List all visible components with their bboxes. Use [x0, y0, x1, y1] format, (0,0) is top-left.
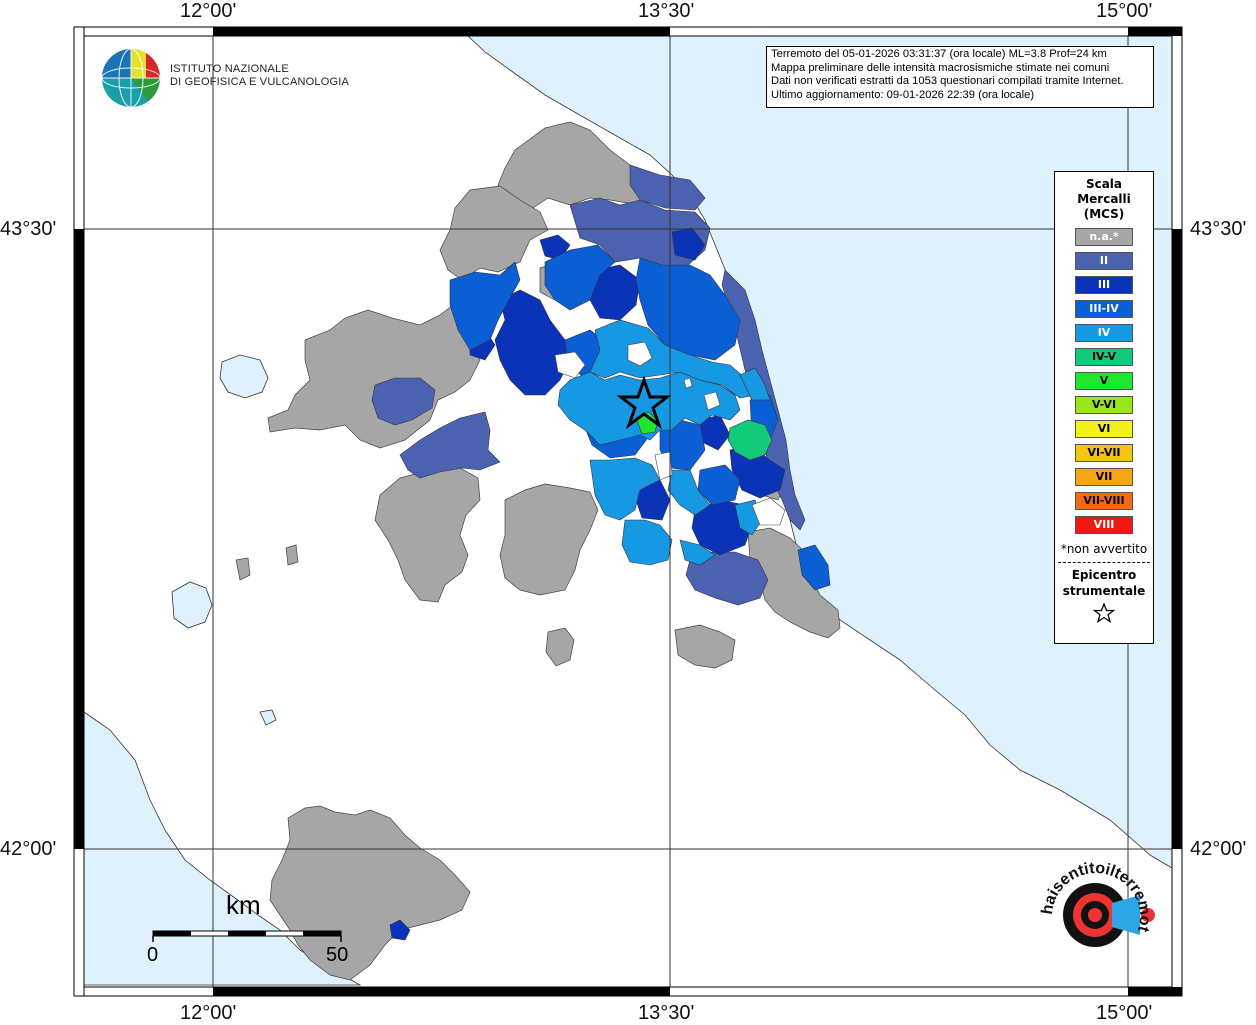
scale-start: 0 — [147, 944, 159, 966]
legend-star-icon — [1055, 602, 1153, 627]
event-info-line3: Dati non verificati estratti da 1053 que… — [771, 75, 1124, 87]
legend-item: VII — [1075, 468, 1133, 486]
intensity-legend: Scala Mercalli (MCS) n.a.* II III III-IV IV I… — [1054, 171, 1154, 644]
coord-top-3: 15°00' — [1096, 0, 1153, 22]
lake-trasimeno — [219, 354, 269, 399]
legend-separator — [1058, 562, 1150, 563]
white-gaps — [554, 341, 786, 526]
legend-epicenter-label: Epicentro strumentale — [1055, 567, 1153, 599]
legend-epicenter-line1: Epicentro — [1071, 568, 1137, 582]
event-info-line4: Ultimo aggiornamento: 09-01-2026 22:39 (… — [771, 88, 1035, 101]
ingv-logo-text: ISTITUTO NAZIONALE DI GEOFISICA E VULCAN… — [170, 63, 349, 89]
scale-unit: km — [226, 890, 261, 920]
legend-items: n.a.* II III III-IV IV IV-V V V-VI VI VI-VII VII VI… — [1055, 228, 1153, 534]
coord-bottom-2: 13°30' — [638, 1002, 695, 1024]
scale-end: 50 — [326, 944, 349, 966]
event-info-box: Terremoto del 05-01-2026 03:31:37 (ora l… — [766, 46, 1154, 108]
epicenter-star-icon — [616, 375, 672, 430]
legend-item: VI-VII — [1075, 444, 1133, 462]
event-info-line1: Terremoto del 05-01-2026 03:31:37 (ora l… — [771, 48, 1107, 60]
legend-item: IV — [1075, 324, 1133, 342]
lake-small — [259, 709, 277, 726]
ingv-line1: ISTITUTO NAZIONALE — [170, 63, 289, 75]
scale-bar — [152, 930, 342, 942]
legend-note: *non avvertito — [1060, 542, 1148, 556]
coord-left-1: 43°30' — [0, 218, 57, 240]
coord-bottom-1: 12°00' — [180, 1002, 237, 1024]
legend-item: IV-V — [1075, 348, 1133, 366]
legend-title-line3: (MCS) — [1083, 207, 1125, 221]
coord-top-1: 12°00' — [180, 0, 237, 22]
legend-item: VII-VIII — [1075, 492, 1133, 510]
coord-right-2: 42°00' — [1190, 838, 1247, 860]
legend-title: Scala Mercalli (MCS) — [1055, 177, 1153, 222]
legend-title-line1: Scala — [1085, 177, 1123, 191]
legend-item: VI — [1075, 420, 1133, 438]
legend-title-line2: Mercalli — [1077, 192, 1131, 206]
legend-item: III-IV — [1075, 300, 1133, 318]
ingv-line2: DI GEOFISICA E VULCANOLOGIA — [170, 76, 349, 88]
frame-border — [73, 26, 1183, 997]
legend-item: V-VI — [1075, 396, 1133, 414]
lake-bolsena — [171, 581, 213, 629]
legend-epicenter-line2: strumentale — [1062, 584, 1146, 598]
legend-item: V — [1075, 372, 1133, 390]
coord-bottom-3: 15°00' — [1096, 1002, 1153, 1024]
legend-item: VIII — [1075, 516, 1133, 534]
coord-top-2: 13°30' — [638, 0, 695, 22]
legend-item: II — [1075, 252, 1133, 270]
ingv-logo-icon — [101, 48, 161, 108]
coord-left-2: 42°00' — [0, 838, 57, 860]
intensity-regions — [371, 164, 831, 941]
legend-item: n.a.* — [1075, 228, 1133, 246]
coord-right-1: 43°30' — [1190, 218, 1247, 240]
event-info-line2: Mappa preliminare delle intensità macros… — [771, 61, 1110, 74]
legend-item: III — [1075, 276, 1133, 294]
